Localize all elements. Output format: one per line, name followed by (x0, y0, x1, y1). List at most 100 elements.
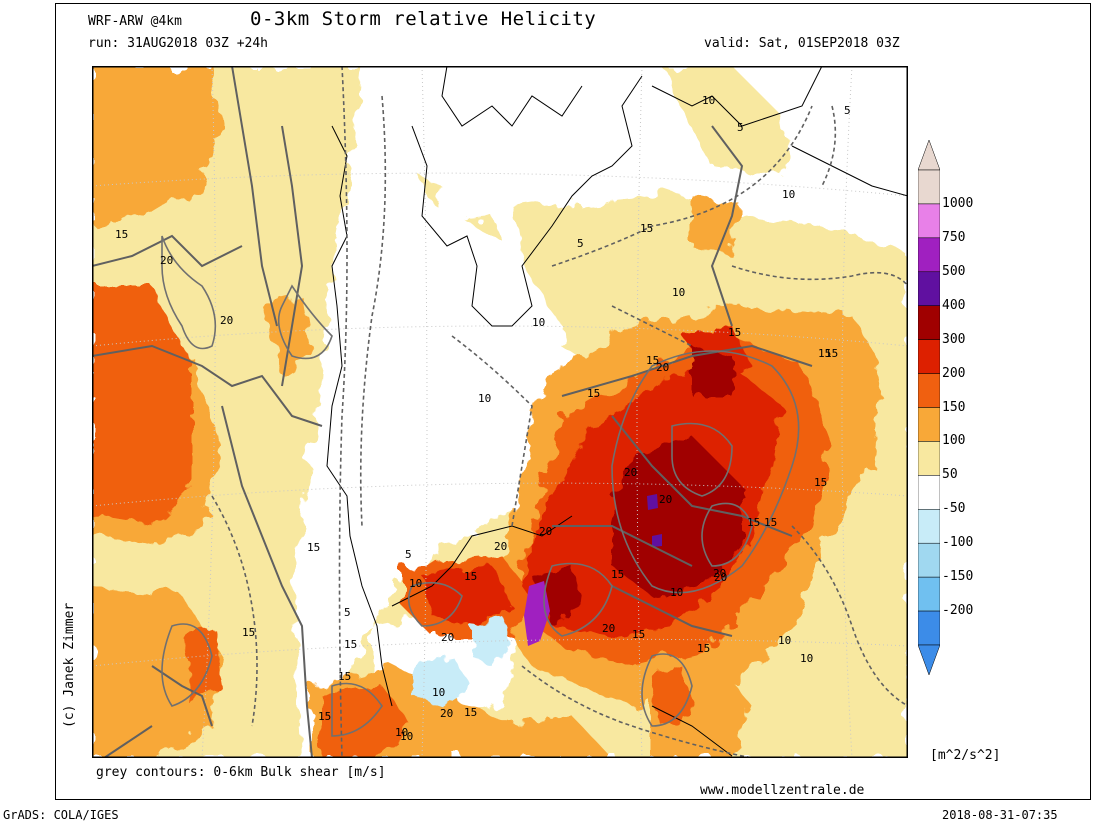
contour-label: 5 (344, 606, 351, 619)
contour-label: 15 (646, 354, 659, 367)
contour-label: 15 (242, 626, 255, 639)
contour-label: 5 (577, 237, 584, 250)
colorbar-segment (918, 509, 940, 544)
helicity-map: 10 5 10 5 15 20 20 15 5 10 10 15 15 20 1… (92, 66, 908, 758)
contour-label: 15 (464, 706, 477, 719)
contour-label: 15 (825, 347, 838, 360)
contour-label: 10 (409, 577, 422, 590)
colorbar-tick-label: 500 (942, 263, 966, 279)
contour-label: 20 (494, 540, 507, 553)
colorbar-tick-label: -100 (942, 535, 974, 551)
contour-label: 15 (818, 347, 831, 360)
contour-label: 15 (764, 516, 777, 529)
colorbar-segment (918, 237, 940, 273)
colorbar-segment (918, 339, 940, 374)
contour-label: 5 (737, 121, 744, 134)
colorbar-tick-label: 750 (942, 229, 966, 245)
colorbar-top-arrow (918, 140, 940, 171)
contour-label: 15 (814, 476, 827, 489)
contour-label: 5 (405, 548, 412, 561)
contour-label: 15 (307, 541, 320, 554)
colorbar-tick-label: 1000 (942, 195, 974, 211)
contour-label: 15 (344, 638, 357, 651)
contour-label: 10 (778, 634, 791, 647)
contour-label: 15 (115, 228, 128, 241)
colorbar-tick-label: 100 (942, 433, 966, 449)
run-info: run: 31AUG2018 03Z +24h (88, 36, 269, 51)
contour-label: 10 (672, 286, 685, 299)
colorbar-segment (918, 441, 940, 476)
colorbar-segment (918, 373, 940, 408)
colorbar-segment (918, 305, 940, 340)
colorbar-tick-label: 300 (942, 331, 966, 347)
valid-time: valid: Sat, 01SEP2018 03Z (704, 36, 900, 51)
contour-label: 20 (160, 254, 173, 267)
contour-label: 10 (478, 392, 491, 405)
chart-title: 0-3km Storm relative Helicity (250, 8, 597, 30)
contour-label: 15 (640, 222, 653, 235)
coastlines (326, 66, 908, 757)
colorbar-segment (918, 169, 940, 205)
colorbar-segment (918, 576, 940, 612)
colorbar-segment (918, 475, 940, 510)
colorbar-bottom-arrow (918, 644, 940, 675)
contour-label: 15 (747, 516, 760, 529)
contour-label: 15 (318, 710, 331, 723)
contour-label: 15 (338, 670, 351, 683)
website: www.modellzentrale.de (700, 783, 865, 798)
contour-label: 10 (800, 652, 813, 665)
contours-note: grey contours: 0-6km Bulk shear [m/s] (96, 765, 386, 780)
contour-labels: 10 5 10 5 15 20 20 15 5 10 10 15 15 20 1… (115, 94, 851, 743)
contour-label: 15 (632, 628, 645, 641)
contour-label: 15 (611, 568, 624, 581)
colorbar-tick-label: -200 (942, 603, 974, 619)
colorbar-tick-label: 50 (942, 467, 958, 483)
timestamp: 2018-08-31-07:35 (942, 808, 1058, 822)
contour-label: 20 (440, 707, 453, 720)
contour-label: 10 (702, 94, 715, 107)
contour-label: 20 (220, 314, 233, 327)
contour-label: 20 (624, 466, 637, 479)
figure-frame (55, 3, 1091, 800)
contour-label: 10 (782, 188, 795, 201)
contour-label: 20 (602, 622, 615, 635)
units-label: [m^2/s^2] (930, 748, 1001, 763)
colorbar-segment (918, 407, 940, 442)
colorbar-tick-label: 200 (942, 365, 966, 381)
shear-contours-solid (161, 235, 800, 737)
contour-label: 10 (400, 730, 413, 743)
contour-label: 10 (432, 686, 445, 699)
contour-label: 20 (656, 361, 669, 374)
copyright: (c) Janek Zimmer (62, 602, 77, 728)
colorbar-segment (918, 271, 940, 306)
contour-label: 20 (713, 567, 726, 580)
country-borders (92, 66, 813, 758)
colorbar-segments (918, 169, 940, 646)
contour-label: 10 (532, 316, 545, 329)
colorbar-tick-label: -150 (942, 569, 974, 585)
model-name: WRF-ARW @4km (88, 14, 182, 29)
map-border (92, 66, 908, 758)
shear-contours-dashed (211, 66, 908, 758)
colorbar-tick-label: 150 (942, 399, 966, 415)
contour-label: 15 (697, 642, 710, 655)
contour-label: 5 (844, 104, 851, 117)
contour-label: 20 (659, 493, 672, 506)
field-300 (532, 346, 742, 626)
colorbar-segment (918, 203, 940, 239)
contour-label: 20 (441, 631, 454, 644)
contour-label: 15 (464, 570, 477, 583)
colorbar (918, 140, 940, 675)
software-credit: GrADS: COLA/IGES (3, 808, 119, 822)
contour-label: 15 (728, 326, 741, 339)
contour-label: 10 (670, 586, 683, 599)
contour-label: 20 (714, 571, 727, 584)
colorbar-segment (918, 542, 940, 578)
colorbar-tick-label: 400 (942, 297, 966, 313)
colorbar-tick-label: -50 (942, 501, 966, 517)
contour-label: 15 (587, 387, 600, 400)
contour-label: 10 (395, 726, 408, 739)
contour-label: 20 (539, 525, 552, 538)
colorbar-segment (918, 610, 940, 646)
field-low (332, 66, 908, 726)
